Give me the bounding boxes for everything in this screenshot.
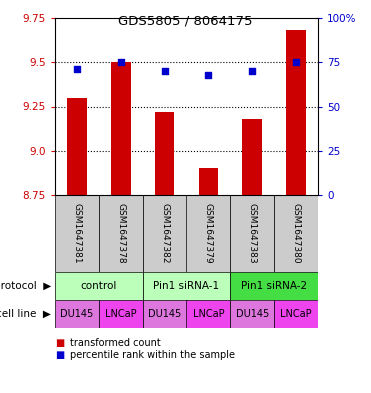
- Text: GDS5805 / 8064175: GDS5805 / 8064175: [118, 15, 253, 28]
- Text: cell line  ▶: cell line ▶: [0, 309, 51, 319]
- Text: DU145: DU145: [236, 309, 269, 319]
- Point: [249, 68, 255, 74]
- Text: GSM1647378: GSM1647378: [116, 203, 125, 264]
- Text: protocol  ▶: protocol ▶: [0, 281, 51, 291]
- Bar: [67, 97, 87, 195]
- Bar: [55, 300, 99, 328]
- Text: control: control: [81, 281, 117, 291]
- Text: LNCaP: LNCaP: [280, 309, 312, 319]
- Bar: [55, 195, 99, 272]
- Text: GSM1647383: GSM1647383: [248, 203, 257, 264]
- Bar: [286, 30, 306, 195]
- Text: LNCaP: LNCaP: [193, 309, 224, 319]
- Bar: [143, 195, 187, 272]
- Bar: [274, 195, 318, 272]
- Bar: [230, 195, 274, 272]
- Text: GSM1647380: GSM1647380: [292, 203, 301, 264]
- Point: [206, 72, 211, 78]
- Point: [293, 59, 299, 65]
- Bar: [155, 112, 174, 195]
- Text: DU145: DU145: [60, 309, 93, 319]
- Bar: [55, 272, 143, 300]
- Text: GSM1647382: GSM1647382: [160, 203, 169, 264]
- Bar: [187, 195, 230, 272]
- Text: ■: ■: [55, 350, 64, 360]
- Bar: [143, 272, 230, 300]
- Point: [74, 66, 80, 72]
- Point: [162, 68, 168, 74]
- Text: ■: ■: [55, 338, 64, 348]
- Bar: [242, 119, 262, 195]
- Bar: [111, 62, 131, 195]
- Text: LNCaP: LNCaP: [105, 309, 137, 319]
- Bar: [99, 195, 143, 272]
- Bar: [99, 300, 143, 328]
- Bar: [230, 272, 318, 300]
- Point: [118, 59, 124, 65]
- Bar: [274, 300, 318, 328]
- Bar: [187, 300, 230, 328]
- Text: Pin1 siRNA-1: Pin1 siRNA-1: [154, 281, 220, 291]
- Text: GSM1647379: GSM1647379: [204, 203, 213, 264]
- Bar: [198, 169, 218, 195]
- Bar: [143, 300, 187, 328]
- Bar: [230, 300, 274, 328]
- Text: DU145: DU145: [148, 309, 181, 319]
- Text: transformed count: transformed count: [70, 338, 161, 348]
- Text: Pin1 siRNA-2: Pin1 siRNA-2: [241, 281, 307, 291]
- Text: GSM1647381: GSM1647381: [72, 203, 81, 264]
- Text: percentile rank within the sample: percentile rank within the sample: [70, 350, 235, 360]
